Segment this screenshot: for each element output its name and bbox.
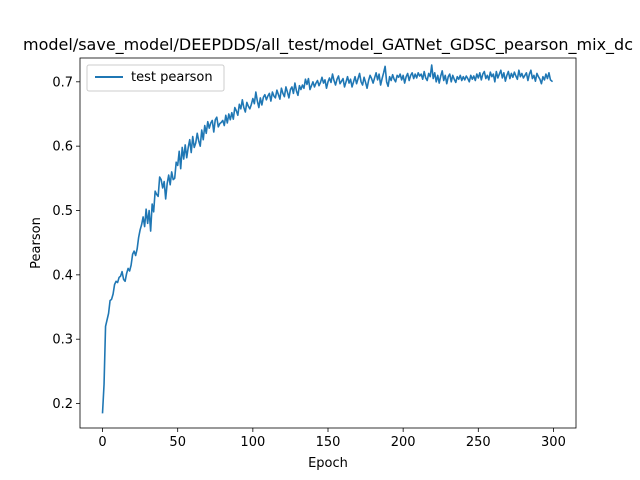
- legend: test pearson: [86, 64, 225, 92]
- x-tick-label: 0: [98, 435, 106, 450]
- y-tick-label: 0.7: [52, 75, 73, 90]
- data-layer: [101, 64, 554, 414]
- y-tick-label: 0.6: [52, 140, 73, 155]
- legend-box: [86, 64, 225, 92]
- x-axis-label: Epoch: [308, 456, 348, 471]
- x-tick-label: 250: [466, 435, 491, 450]
- x-axis: 0 50 100 150 200 250 300: [98, 428, 566, 450]
- series-line-0: [101, 64, 554, 414]
- x-tick-label: 200: [391, 435, 416, 450]
- plot-area: [80, 58, 576, 428]
- x-tick-label: 150: [316, 435, 341, 450]
- chart-title: model/save_model/DEEPDDS/all_test/model_…: [23, 35, 633, 55]
- x-tick-label: 300: [541, 435, 566, 450]
- y-axis: 0.2 0.3 0.4 0.5 0.6 0.7: [52, 75, 80, 412]
- y-tick-label: 0.2: [52, 397, 73, 412]
- x-tick-label: 100: [240, 435, 265, 450]
- y-tick-label: 0.5: [52, 204, 73, 219]
- y-tick-label: 0.3: [52, 333, 73, 348]
- x-tick-label: 50: [169, 435, 186, 450]
- y-tick-label: 0.4: [52, 268, 73, 283]
- legend-label: test pearson: [131, 70, 213, 85]
- y-axis-label: Pearson: [29, 217, 44, 269]
